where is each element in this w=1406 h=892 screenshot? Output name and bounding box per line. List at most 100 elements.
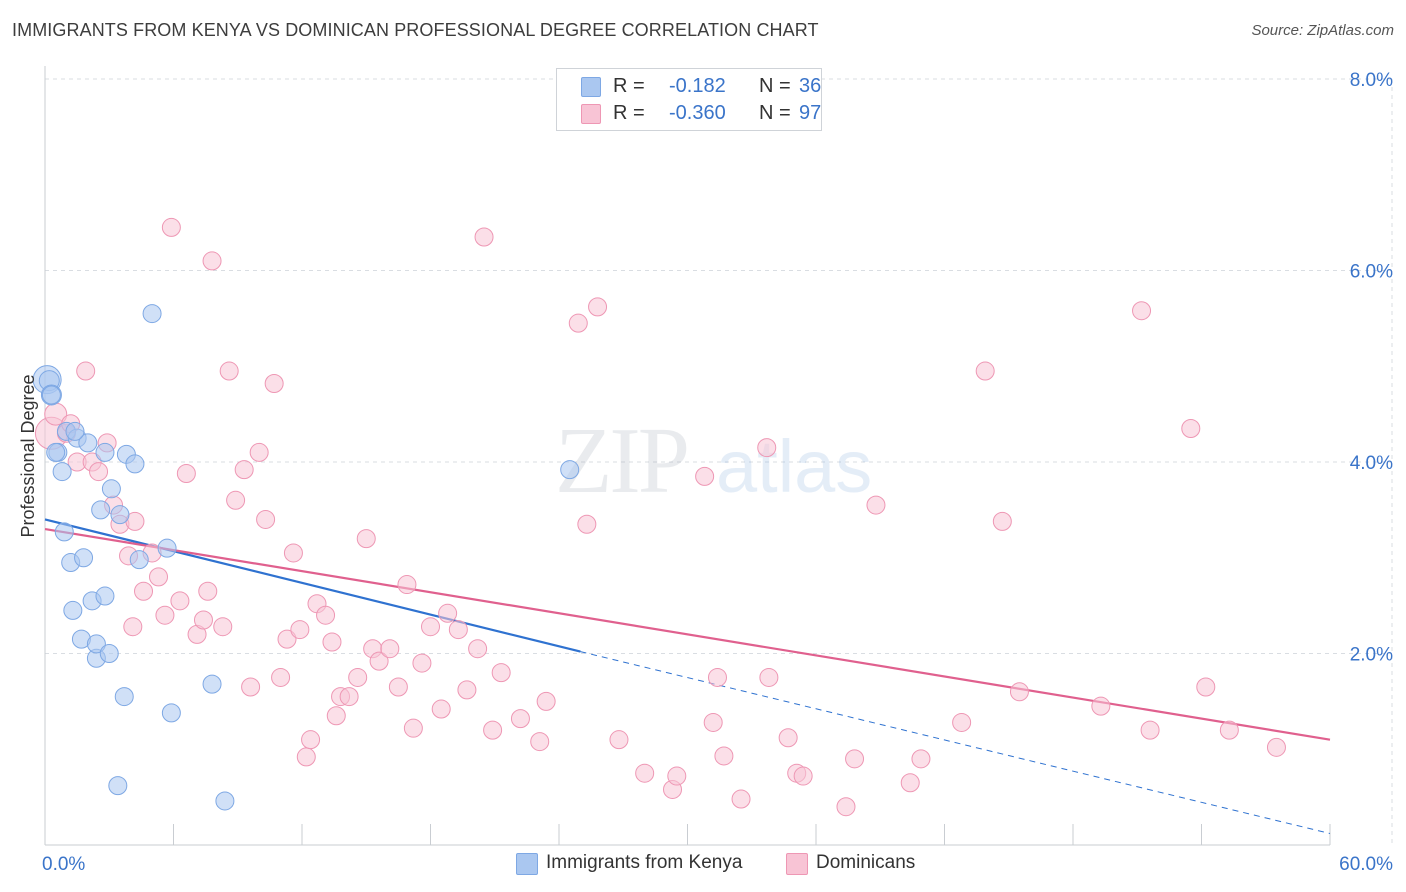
dominican-point (1009, 682, 1029, 702)
kenya-point (95, 442, 115, 462)
watermark: ZIP atlas (555, 409, 872, 513)
legend-r-value: -0.182 (669, 75, 726, 97)
dominican-point (778, 728, 798, 748)
dominican-point (845, 749, 865, 769)
watermark-atlas: atlas (716, 425, 872, 508)
dominican-point (155, 605, 175, 625)
x-tick-label: 0.0% (42, 854, 85, 875)
dominican-point (474, 227, 494, 247)
kenya-point (157, 538, 177, 558)
dominican-point (714, 746, 734, 766)
legend-r-label: R = (613, 102, 645, 124)
dominican-point (536, 691, 556, 711)
trend-line-extension (580, 651, 1331, 834)
series-label-dominicans: Dominicans (816, 852, 916, 873)
dominican-point (952, 712, 972, 732)
dominican-point (757, 438, 777, 458)
dominican-point (866, 495, 886, 515)
kenya-point (41, 385, 61, 405)
kenya-point (91, 500, 111, 520)
dominican-point (568, 313, 588, 333)
dominican-point (283, 543, 303, 563)
dominican-point (290, 620, 310, 640)
dominican-point (421, 617, 440, 637)
dominican-point (170, 591, 190, 611)
dominican-point (241, 677, 261, 697)
dominican-point (510, 709, 530, 729)
dominican-point (76, 361, 96, 381)
dominican-point (249, 442, 269, 462)
kenya-point (108, 776, 128, 796)
kenya-point (110, 505, 130, 525)
kenya-point (215, 791, 235, 811)
y-axis-label: Professional Degree (18, 374, 38, 537)
dominican-point (213, 617, 233, 637)
dominican-point (198, 581, 218, 601)
data-points (32, 217, 1286, 817)
dominican-point (438, 603, 458, 623)
x-tick-label: 60.0% (1339, 854, 1393, 875)
dominican-point (322, 632, 342, 652)
dominican-point (731, 789, 751, 809)
dominican-point (301, 730, 321, 750)
legend-n-label: N = (759, 102, 791, 124)
dominican-point (388, 677, 408, 697)
kenya-point (54, 522, 74, 542)
dominican-point (1091, 696, 1111, 716)
dominican-point (900, 773, 920, 793)
kenya-point (560, 460, 580, 480)
tick-labels: 2.0% 4.0% 6.0% 8.0% 0.0% 60.0% (42, 70, 1393, 875)
dominican-point (707, 667, 727, 687)
dominican-point (397, 575, 417, 595)
dominican-point (271, 667, 291, 687)
legend-swatch-dominicans (581, 104, 601, 124)
kenya-point (86, 634, 106, 654)
legend-n-value: 97 (799, 102, 822, 124)
kenya-point (161, 703, 181, 723)
dominican-point (431, 699, 451, 719)
kenya-point (65, 421, 85, 441)
dominican-point (457, 680, 477, 700)
chart-title: IMMIGRANTS FROM KENYA VS DOMINICAN PROFE… (12, 20, 819, 40)
trend-line-dominicans (44, 527, 1331, 741)
dominican-point (468, 639, 488, 659)
kenya-point (78, 433, 98, 453)
dominican-point (296, 747, 316, 767)
dominican-point (193, 610, 213, 630)
kenya-point (63, 600, 83, 620)
dominican-point (1140, 720, 1160, 740)
dominican-point (380, 639, 400, 659)
dominican-point (911, 749, 931, 769)
dominican-point (1181, 418, 1201, 438)
dominican-point (277, 629, 297, 649)
y-tick-label: 8.0% (1350, 70, 1393, 91)
dominican-point (326, 706, 346, 726)
kenya-point (99, 644, 119, 663)
trend-lines (44, 518, 1331, 834)
kenya-point (101, 479, 121, 499)
dominican-point (123, 617, 143, 637)
dominican-point (609, 730, 629, 750)
dominican-point (588, 297, 608, 317)
kenya-point (46, 442, 66, 462)
dominican-point (483, 720, 503, 740)
dominican-point (219, 361, 239, 381)
dominican-point (836, 797, 856, 817)
dominican-point (234, 460, 254, 480)
dominican-point (176, 463, 196, 483)
series-label-kenya: Immigrants from Kenya (546, 852, 743, 873)
dominican-point (348, 667, 368, 687)
dominican-point (149, 567, 169, 587)
series-swatch-kenya (516, 853, 538, 875)
dominican-point (695, 466, 715, 486)
legend-n-label: N = (759, 75, 791, 97)
legend-swatch-kenya (581, 77, 601, 97)
dominican-point (759, 667, 779, 687)
dominican-point (975, 361, 995, 381)
dominican-point (992, 511, 1012, 531)
dominican-point (316, 605, 336, 625)
dominican-point (369, 651, 389, 671)
kenya-point (52, 462, 72, 482)
dominican-point (793, 766, 813, 786)
